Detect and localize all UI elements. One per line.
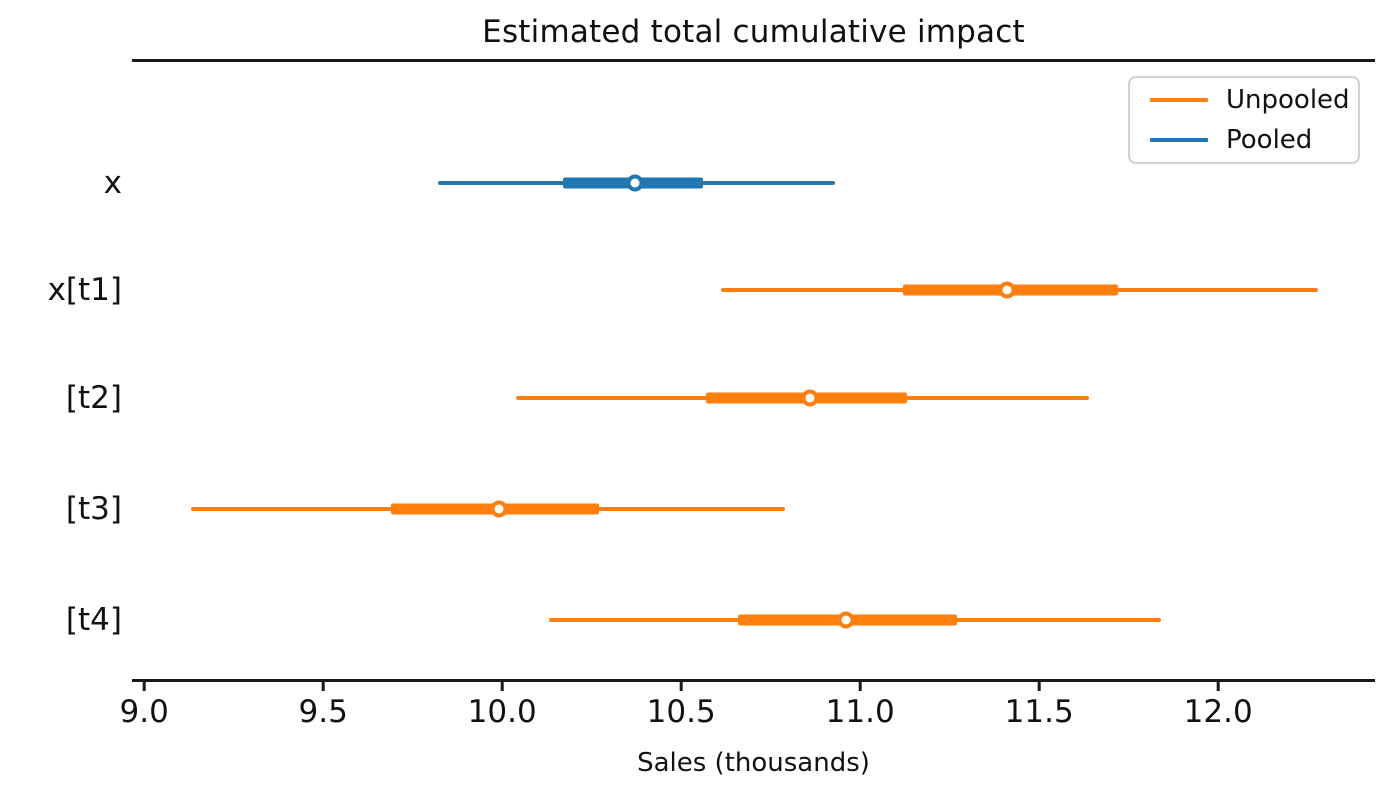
median-point-marker [490, 500, 508, 518]
legend-item-pooled: Pooled [1150, 125, 1358, 155]
y-axis-label: [t2] [65, 380, 122, 416]
median-point-marker [801, 389, 819, 407]
y-axis-label: [t3] [65, 491, 122, 527]
median-point-marker [626, 174, 644, 192]
x-tick-mark [321, 681, 325, 691]
median-point-marker [837, 611, 855, 629]
y-axis-label: [t4] [65, 602, 122, 638]
x-tick-mark [679, 681, 683, 691]
x-tick-mark [1216, 681, 1220, 691]
x-axis-line [132, 679, 1375, 682]
x-tick-label: 10.0 [467, 694, 537, 730]
x-tick-label: 12.0 [1183, 694, 1253, 730]
y-axis-label: x [103, 165, 122, 201]
x-tick-label: 11.0 [825, 694, 895, 730]
x-tick-mark [500, 681, 504, 691]
x-tick-label: 11.5 [1004, 694, 1074, 730]
x-tick-mark [142, 681, 146, 691]
pooled-line-swatch [1150, 138, 1208, 142]
x-axis-title: Sales (thousands) [637, 748, 870, 778]
y-axis-label: x[t1] [47, 272, 122, 308]
legend-label-pooled: Pooled [1226, 125, 1313, 155]
x-tick-label: 10.5 [646, 694, 716, 730]
x-tick-label: 9.5 [298, 694, 348, 730]
legend-item-unpooled: Unpooled [1150, 85, 1358, 115]
x-tick-mark [858, 681, 862, 691]
chart-title: Estimated total cumulative impact [482, 14, 1025, 50]
top-spine [132, 59, 1375, 62]
legend-label-unpooled: Unpooled [1226, 85, 1350, 115]
x-tick-label: 9.0 [119, 694, 169, 730]
x-tick-mark [1037, 681, 1041, 691]
unpooled-line-swatch [1150, 98, 1208, 102]
median-point-marker [998, 281, 1016, 299]
legend: Unpooled Pooled [1128, 76, 1360, 164]
